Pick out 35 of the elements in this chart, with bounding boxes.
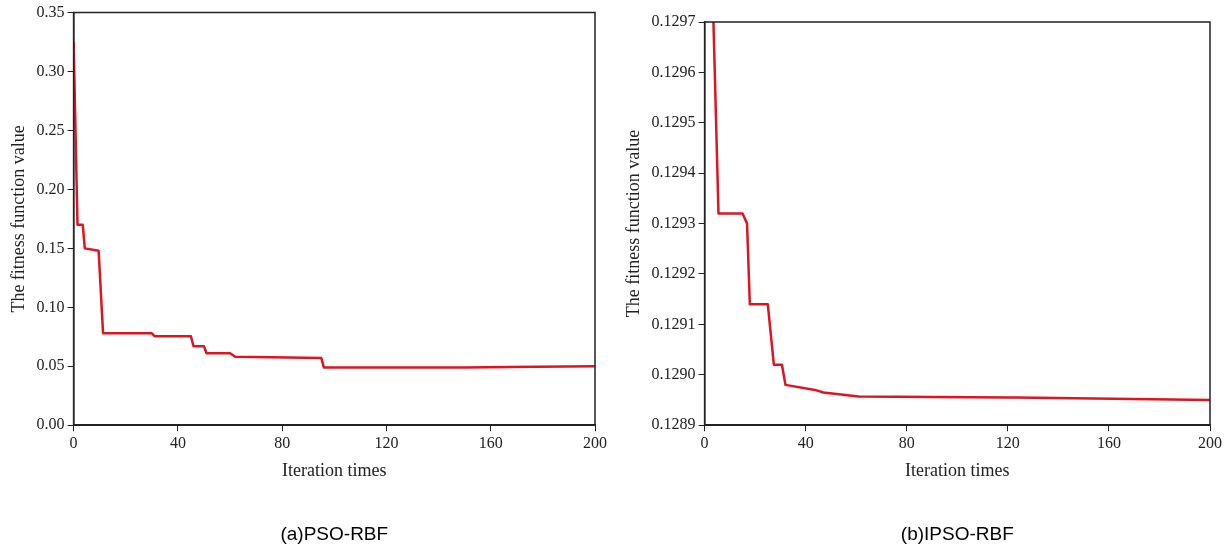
y-tick-label: 0.1295 (651, 113, 696, 130)
x-tick-label: 40 (169, 434, 186, 451)
x-tick-label: 0 (69, 434, 78, 451)
y-tick-label: 0.05 (36, 356, 65, 374)
text: (b)IPSO-RBF (900, 522, 1014, 544)
y-tick-label: 0.1289 (651, 415, 696, 433)
x-tick-label: 160 (478, 434, 503, 451)
y-tick-label: 0.25 (36, 120, 65, 138)
y-tick-label: 0.1297 (651, 12, 696, 30)
y-tick-label: 0.1294 (651, 163, 696, 181)
y-axis-title: The fitness function value (7, 125, 28, 313)
x-tick-label: 120 (995, 434, 1020, 451)
y-tick-label: 0.1291 (651, 314, 696, 332)
y-tick-label: 0.1296 (651, 62, 696, 80)
y-tick-label: 0.30 (36, 61, 65, 79)
y-tick-label: 0.10 (36, 297, 65, 315)
x-tick-label: 200 (1198, 434, 1222, 451)
y-tick-label: 0.15 (36, 238, 65, 256)
y-tick-label: 0.20 (36, 179, 65, 197)
x-axis-title: Iteration times (282, 459, 387, 480)
y-tick-label: 0.1293 (651, 213, 696, 231)
y-axis-title: The fitness function value (622, 129, 643, 318)
x-tick-label: 80 (898, 434, 915, 451)
x-tick-label: 0 (700, 434, 709, 451)
y-tick-label: 0.00 (36, 415, 65, 433)
text: (a)PSO-RBF (280, 522, 389, 544)
y-tick-label: 0.35 (36, 2, 65, 20)
y-tick-label: 0.1292 (651, 264, 696, 282)
x-tick-label: 160 (1096, 434, 1121, 451)
x-tick-label: 200 (583, 434, 607, 451)
x-tick-label: 40 (797, 434, 814, 451)
y-tick-label: 0.1290 (651, 365, 696, 382)
x-tick-label: 80 (274, 434, 291, 451)
x-tick-label: 120 (374, 434, 399, 451)
x-axis-title: Iteration times (905, 459, 1010, 480)
